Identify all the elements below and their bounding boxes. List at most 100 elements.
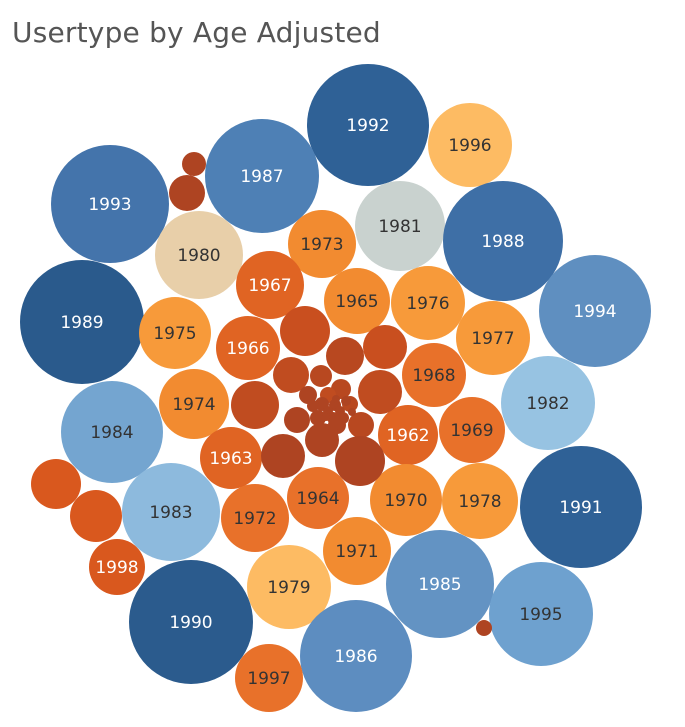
bubble-1972[interactable]	[221, 484, 289, 552]
bubble-unlabeled[interactable]	[348, 412, 374, 438]
bubble-1982[interactable]	[501, 356, 595, 450]
bubble-1994[interactable]	[539, 255, 651, 367]
bubble-unlabeled[interactable]	[332, 395, 340, 403]
bubble-label-1975: 1975	[153, 324, 196, 344]
bubble-1976[interactable]	[391, 266, 465, 340]
bubble-unlabeled[interactable]	[348, 408, 356, 416]
bubble-label-1985: 1985	[418, 575, 461, 595]
bubble-label-1979: 1979	[267, 578, 310, 598]
bubble-label-1969: 1969	[450, 421, 493, 441]
bubble-1975[interactable]	[139, 297, 211, 369]
bubble-label-1988: 1988	[481, 232, 524, 252]
bubble-1985[interactable]	[386, 530, 494, 638]
bubble-label-1982: 1982	[526, 394, 569, 414]
bubble-label-1986: 1986	[334, 647, 377, 667]
bubble-1984[interactable]	[61, 381, 163, 483]
bubble-label-1992: 1992	[346, 116, 389, 136]
bubble-unlabeled[interactable]	[284, 407, 310, 433]
bubble-label-1970: 1970	[384, 491, 427, 511]
bubble-unlabeled[interactable]	[31, 459, 81, 509]
bubble-label-1997: 1997	[247, 669, 290, 689]
bubble-label-1972: 1972	[233, 509, 276, 529]
bubble-unlabeled[interactable]	[327, 412, 339, 424]
bubble-unlabeled[interactable]	[182, 152, 206, 176]
chart-title: Usertype by Age Adjusted	[12, 16, 381, 49]
bubble-label-1974: 1974	[172, 395, 215, 415]
bubble-unlabeled[interactable]	[328, 427, 338, 437]
bubble-unlabeled[interactable]	[335, 436, 385, 486]
bubble-label-1962: 1962	[386, 426, 429, 446]
bubble-1969[interactable]	[439, 397, 505, 463]
bubble-1988[interactable]	[443, 181, 563, 301]
bubble-1968[interactable]	[402, 343, 466, 407]
bubble-1998[interactable]	[89, 539, 145, 595]
bubble-1977[interactable]	[456, 301, 530, 375]
bubble-1993[interactable]	[51, 145, 169, 263]
bubble-unlabeled[interactable]	[322, 413, 330, 421]
bubble-label-1978: 1978	[458, 492, 501, 512]
bubble-unlabeled[interactable]	[310, 410, 326, 426]
bubble-1967[interactable]	[236, 251, 304, 319]
bubble-1990[interactable]	[129, 560, 253, 684]
bubble-unlabeled[interactable]	[363, 325, 407, 369]
bubble-1991[interactable]	[520, 446, 642, 568]
bubble-label-1989: 1989	[60, 313, 103, 333]
bubble-label-1964: 1964	[296, 489, 339, 509]
bubble-label-1976: 1976	[406, 294, 449, 314]
bubble-label-1977: 1977	[471, 329, 514, 349]
bubble-1971[interactable]	[323, 517, 391, 585]
bubble-unlabeled[interactable]	[273, 357, 309, 393]
bubble-unlabeled[interactable]	[476, 620, 492, 636]
bubble-unlabeled[interactable]	[231, 381, 279, 429]
bubble-unlabeled[interactable]	[261, 434, 305, 478]
bubble-1979[interactable]	[247, 545, 331, 629]
bubble-label-1990: 1990	[169, 613, 212, 633]
bubble-label-1963: 1963	[209, 449, 252, 469]
bubble-label-1981: 1981	[378, 217, 421, 237]
bubble-label-1993: 1993	[88, 195, 131, 215]
bubble-label-1995: 1995	[519, 605, 562, 625]
bubble-label-1965: 1965	[335, 292, 378, 312]
bubble-1978[interactable]	[442, 463, 518, 539]
bubble-1983[interactable]	[122, 463, 220, 561]
bubble-label-1966: 1966	[226, 339, 269, 359]
bubble-unlabeled[interactable]	[299, 386, 317, 404]
bubble-1965[interactable]	[324, 268, 390, 334]
bubble-1981[interactable]	[355, 181, 445, 271]
bubble-1966[interactable]	[216, 316, 280, 380]
bubble-label-1987: 1987	[240, 167, 283, 187]
bubble-unlabeled[interactable]	[70, 490, 122, 542]
bubble-1970[interactable]	[370, 464, 442, 536]
bubble-1997[interactable]	[235, 644, 303, 712]
bubble-unlabeled[interactable]	[331, 379, 351, 399]
bubble-label-1996: 1996	[448, 136, 491, 156]
bubble-1964[interactable]	[287, 467, 349, 529]
bubble-unlabeled[interactable]	[280, 306, 330, 356]
bubble-1996[interactable]	[428, 103, 512, 187]
bubble-unlabeled[interactable]	[310, 365, 332, 387]
bubble-label-1980: 1980	[177, 246, 220, 266]
bubble-1973[interactable]	[288, 210, 356, 278]
bubble-unlabeled[interactable]	[341, 396, 351, 406]
bubble-1989[interactable]	[20, 260, 144, 384]
bubble-1974[interactable]	[159, 369, 229, 439]
bubble-1987[interactable]	[205, 119, 319, 233]
bubble-1992[interactable]	[307, 64, 429, 186]
bubble-unlabeled[interactable]	[169, 175, 205, 211]
bubble-label-1973: 1973	[300, 235, 343, 255]
bubble-1962[interactable]	[378, 405, 438, 465]
bubble-label-1998: 1998	[95, 558, 138, 578]
bubble-1980[interactable]	[155, 211, 243, 299]
bubble-1995[interactable]	[489, 562, 593, 666]
bubble-unlabeled[interactable]	[326, 337, 364, 375]
bubble-1986[interactable]	[300, 600, 412, 712]
bubble-label-1991: 1991	[559, 498, 602, 518]
bubble-label-1983: 1983	[149, 503, 192, 523]
bubble-1963[interactable]	[200, 427, 262, 489]
bubble-unlabeled[interactable]	[358, 370, 402, 414]
bubble-label-1968: 1968	[412, 366, 455, 386]
bubble-unlabeled[interactable]	[307, 400, 319, 412]
bubble-label-1967: 1967	[248, 276, 291, 296]
bubble-label-1971: 1971	[335, 542, 378, 562]
